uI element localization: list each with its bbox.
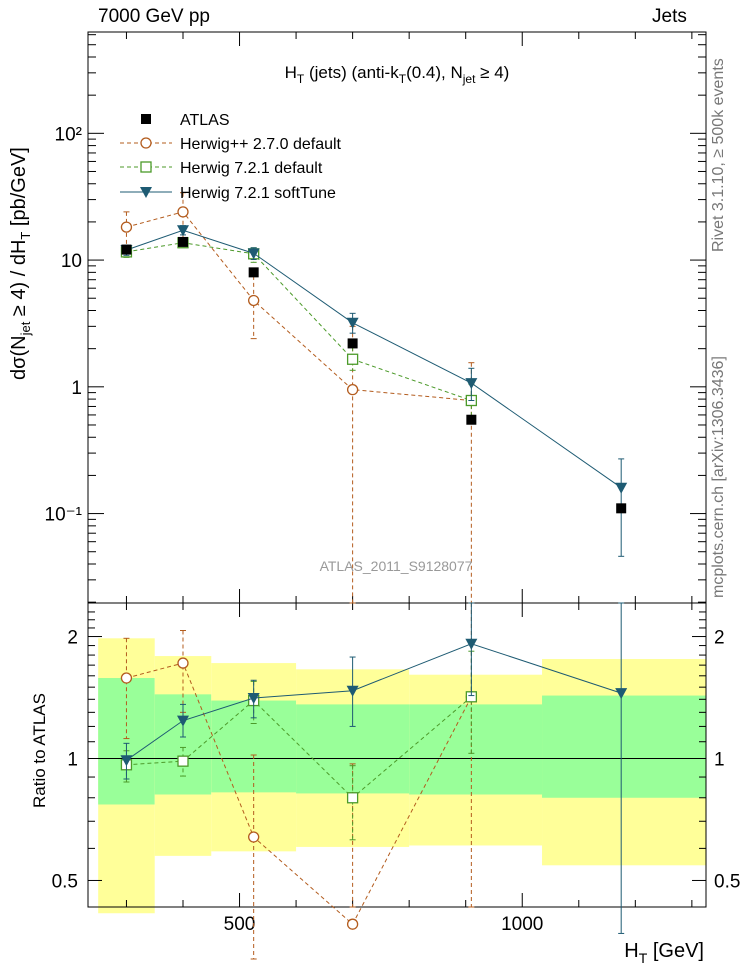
legend-marker <box>141 114 151 124</box>
main-point <box>176 225 189 237</box>
legend-label: Herwig 7.2.1 softTune <box>180 185 336 202</box>
main-line-tri <box>126 229 622 489</box>
legend-label: Herwig 7.2.1 default <box>180 160 323 177</box>
atlas-point <box>347 338 358 349</box>
ratio-point <box>177 657 189 669</box>
ratio-point <box>346 685 359 697</box>
main-point <box>346 317 359 329</box>
green-band-bin <box>409 704 543 795</box>
ratio-y-tick-label-right: 0.5 <box>714 871 740 892</box>
ratio-point <box>346 792 359 804</box>
x-tick-label: 500 <box>224 914 256 935</box>
main-point <box>615 482 628 494</box>
ratio-point <box>465 638 478 650</box>
main-point <box>120 221 133 233</box>
ratio-y-tick-label: 0.5 <box>52 871 78 892</box>
atlas-point <box>248 267 259 278</box>
y-tick-label: 10² <box>55 124 82 145</box>
y-tick-label: 1 <box>71 378 82 399</box>
atlas-point <box>121 244 132 255</box>
watermark: ATLAS_2011_S9128077 <box>320 558 473 574</box>
legend-label: ATLAS <box>180 112 230 129</box>
ratio-point <box>248 831 260 843</box>
main-point <box>346 353 359 365</box>
ratio-y-tick-label: 2 <box>67 628 78 649</box>
main-point <box>248 294 260 307</box>
ratio-point <box>120 672 133 684</box>
atlas-point <box>616 503 627 514</box>
ratio-frame <box>87 602 707 908</box>
main-point <box>465 378 478 390</box>
header-energy: 7000 GeV pp <box>98 6 210 27</box>
main-point <box>247 248 260 260</box>
atlas-point <box>466 414 477 425</box>
green-band-bin <box>542 695 706 798</box>
ratio-y-tick-label-right: 2 <box>714 628 725 649</box>
legend-marker <box>140 187 152 198</box>
ratio-point <box>247 693 260 705</box>
ratio-point <box>176 715 189 727</box>
green-band-bin <box>98 678 155 805</box>
ratio-y-tick-label: 1 <box>67 750 78 771</box>
x-axis-label: HT [GeV] <box>624 940 704 966</box>
ratio-y-tick-label-right: 1 <box>714 750 725 771</box>
ratio-line-tri <box>126 643 622 761</box>
y-tick-label: 10⁻¹ <box>45 505 83 526</box>
x-tick-label: 1000 <box>501 914 543 935</box>
main-point <box>346 383 359 396</box>
atlas-point <box>177 236 188 247</box>
legend-marker <box>140 137 152 149</box>
legend-label: Herwig++ 2.7.0 default <box>180 136 342 153</box>
ratio-point <box>177 755 189 767</box>
main-line-square <box>126 242 472 401</box>
header-category: Jets <box>652 6 687 27</box>
ratio-point <box>346 918 359 930</box>
main-point <box>177 206 189 218</box>
chart-title: HT (jets) (anti-kT(0.4), Njet ≥ 4) <box>285 63 510 86</box>
ratio-point <box>120 755 133 767</box>
ratio-point <box>615 688 628 700</box>
y-tick-label: 10 <box>61 251 82 272</box>
legend-marker <box>140 161 152 173</box>
